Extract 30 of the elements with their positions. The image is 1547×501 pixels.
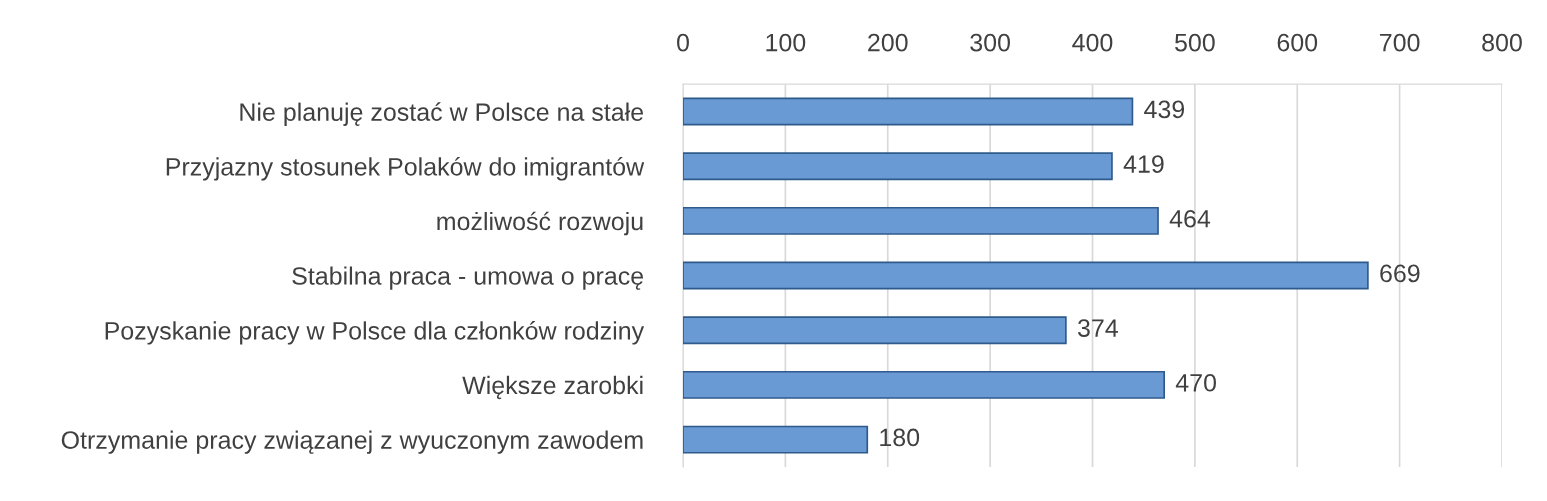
data-label: 419 (1123, 155, 1164, 173)
y-tick-label: Większe zarobki (462, 375, 643, 400)
y-tick-label: Nie planuję zostać w Polsce na stałe (240, 102, 644, 126)
data-label: 464 (1169, 209, 1211, 228)
x-tick-label: 600 (1277, 33, 1318, 52)
y-tick-label: Przyjazny stosunek Polaków do imigrantów (166, 156, 645, 181)
x-tick-label: 700 (1380, 33, 1420, 52)
bar (683, 152, 1113, 181)
data-label: 439 (1144, 100, 1185, 119)
y-tick-label: Pozyskanie pracy w Polsce dla członków rodziny (105, 321, 645, 345)
y-tick-label: Otrzymanie pracy związanej z wyuczonym zawodem (61, 430, 643, 454)
bar (683, 206, 1159, 235)
bar (683, 316, 1067, 345)
data-label: 470 (1175, 373, 1217, 392)
x-tick-label: 200 (868, 33, 908, 52)
bar (683, 97, 1134, 126)
data-label: 180 (880, 428, 920, 447)
x-tick-label: 100 (766, 33, 806, 52)
x-tick-label: 0 (677, 33, 689, 52)
bar (683, 261, 1369, 290)
x-tick-label: 500 (1175, 33, 1215, 52)
bar (683, 370, 1165, 399)
y-tick-label: Stabilna praca - umowa o pracę (292, 266, 644, 290)
y-tick-label: możliwość rozwoju (437, 211, 643, 236)
data-label: 374 (1077, 319, 1118, 337)
data-label: 669 (1380, 264, 1420, 283)
bar (683, 425, 869, 454)
x-tick-label: 400 (1072, 33, 1113, 52)
x-tick-label: 800 (1482, 33, 1522, 52)
x-tick-label: 300 (970, 33, 1010, 52)
